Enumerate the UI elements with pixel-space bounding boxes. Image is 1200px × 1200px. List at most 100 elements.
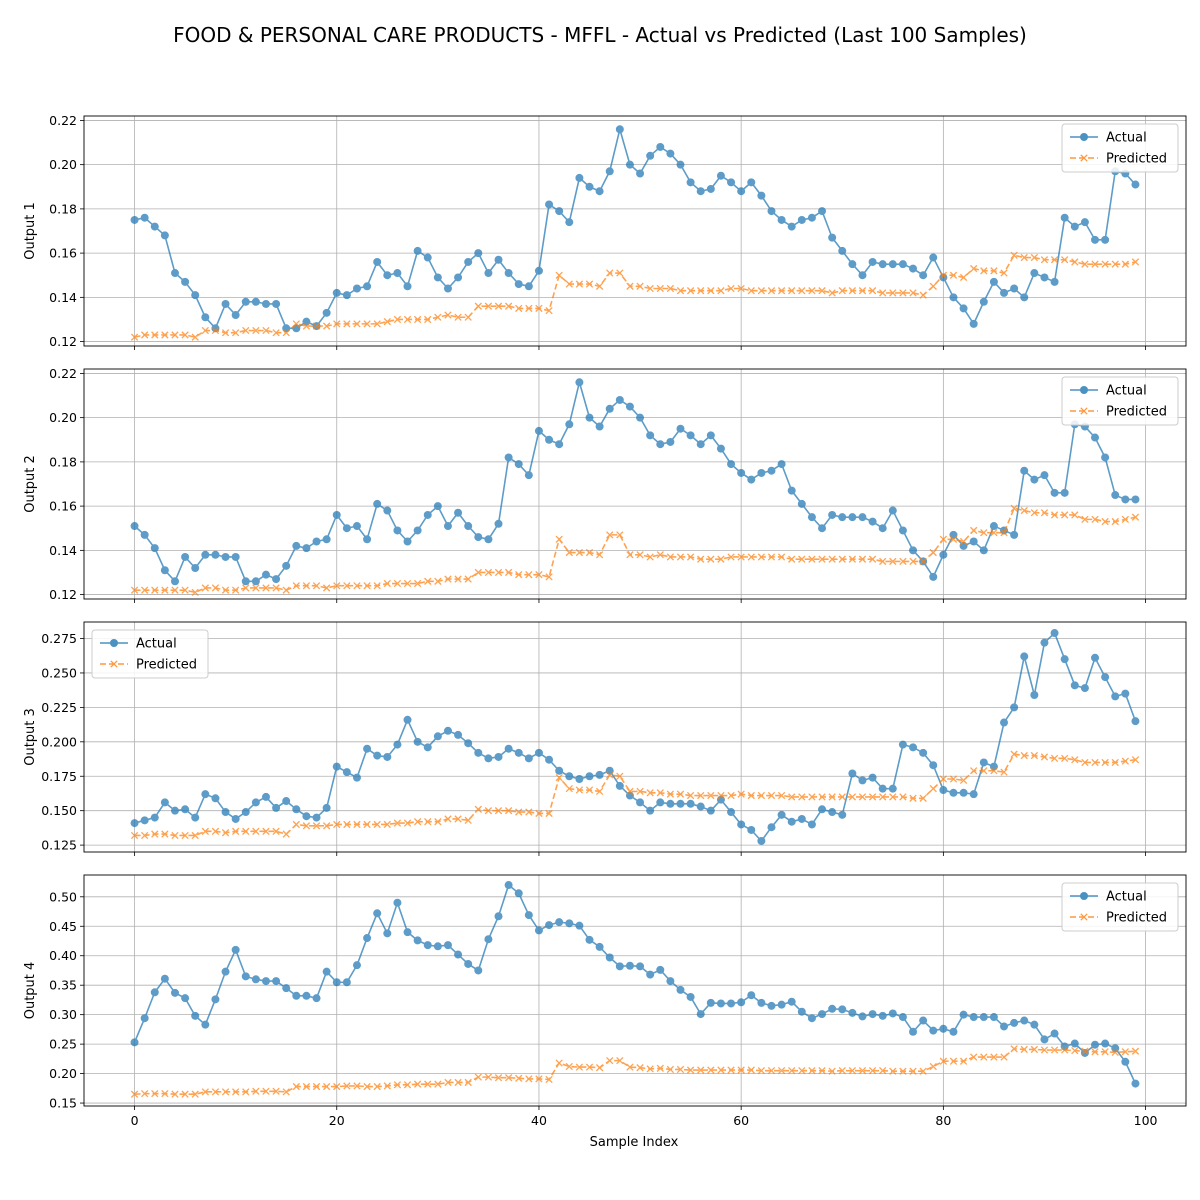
data-point [322,1082,331,1091]
ticks: 0.12 0.14 0.16 0.18 0.20 0.22 [49,366,1146,603]
data-point [848,1008,857,1017]
data-point [555,271,563,279]
data-point [970,264,978,273]
plot-area [130,881,1140,1098]
data-point [858,287,867,295]
data-point [656,142,665,151]
data-point [373,320,381,328]
data-point [373,751,382,760]
data-point [1101,517,1109,526]
data-point [666,790,675,798]
data-point [828,289,836,297]
data-point [322,803,331,812]
data-point [929,282,937,290]
data-point [1101,1039,1110,1048]
data-point [474,805,482,813]
data-point [444,815,452,823]
data-point [1131,717,1140,726]
data-point [150,222,159,231]
data-point [322,322,331,330]
data-point [1131,180,1140,189]
data-point [868,1066,877,1075]
data-point [322,308,331,317]
data-point [828,808,837,817]
data-point [666,553,675,561]
data-point [1070,1039,1079,1048]
data-point [221,329,230,337]
data-point [939,1024,948,1033]
data-point [211,326,220,335]
data-point [1040,509,1049,517]
data-point [848,1066,857,1075]
data-point [1060,488,1069,497]
data-point [1050,1046,1059,1054]
data-point [373,820,381,829]
ticks: 0.15 0.20 0.25 0.30 0.35 0.40 0.45 0.50 0 20 40 60 8… [49,889,1157,1128]
data-point [464,522,473,531]
legend-marker [110,660,118,668]
data-point [130,1090,139,1098]
data-point [231,586,240,594]
series-predicted [130,251,1140,341]
data-point [636,282,644,290]
data-point [433,942,442,951]
series-line [134,507,1136,594]
data-point [615,125,624,134]
data-point [322,584,331,592]
data-point [777,791,786,800]
data-point [686,553,695,561]
data-point [1050,277,1059,286]
data-point [413,737,422,746]
data-point [1050,488,1059,497]
data-point [302,1082,311,1091]
data-point [1000,718,1009,727]
data-point [191,291,200,300]
data-point [969,537,978,546]
data-point [1030,1020,1039,1029]
data-point [130,215,139,224]
data-point [1121,260,1129,268]
data-point [494,568,503,577]
data-point [141,331,149,339]
data-point [312,582,321,590]
data-point [1010,530,1019,539]
data-point [545,573,553,581]
data-point [818,1066,826,1075]
data-point [251,975,260,984]
y-tick-label: 0.225 [41,700,77,715]
data-point [191,1090,199,1098]
data-point [141,586,149,594]
data-point [949,788,958,797]
data-point [737,998,746,1007]
data-point [636,169,645,178]
grid [84,622,1186,852]
data-point [332,510,341,519]
data-point [818,287,826,295]
data-point [676,553,685,561]
data-point [737,284,745,293]
data-point [807,820,816,829]
data-point [1131,1079,1140,1088]
data-point [484,535,493,544]
data-point [585,548,594,557]
axes-frame [83,115,1187,347]
data-point [1020,1016,1029,1025]
data-point [363,320,371,328]
data-point [1091,235,1100,244]
data-point [828,233,837,242]
data-point [262,326,270,335]
data-point [929,761,938,770]
data-point [808,793,816,801]
data-point [170,806,179,815]
data-point [383,271,392,280]
legend-entry-actual [1070,892,1098,900]
data-point [980,267,988,275]
data-point [545,755,554,764]
data-point [1020,253,1028,262]
data-point [231,329,240,337]
legend-marker [1080,913,1088,921]
data-point [504,1074,513,1082]
data-point [889,557,897,566]
y-tick-label: 0.14 [49,290,77,305]
data-point [858,271,867,280]
